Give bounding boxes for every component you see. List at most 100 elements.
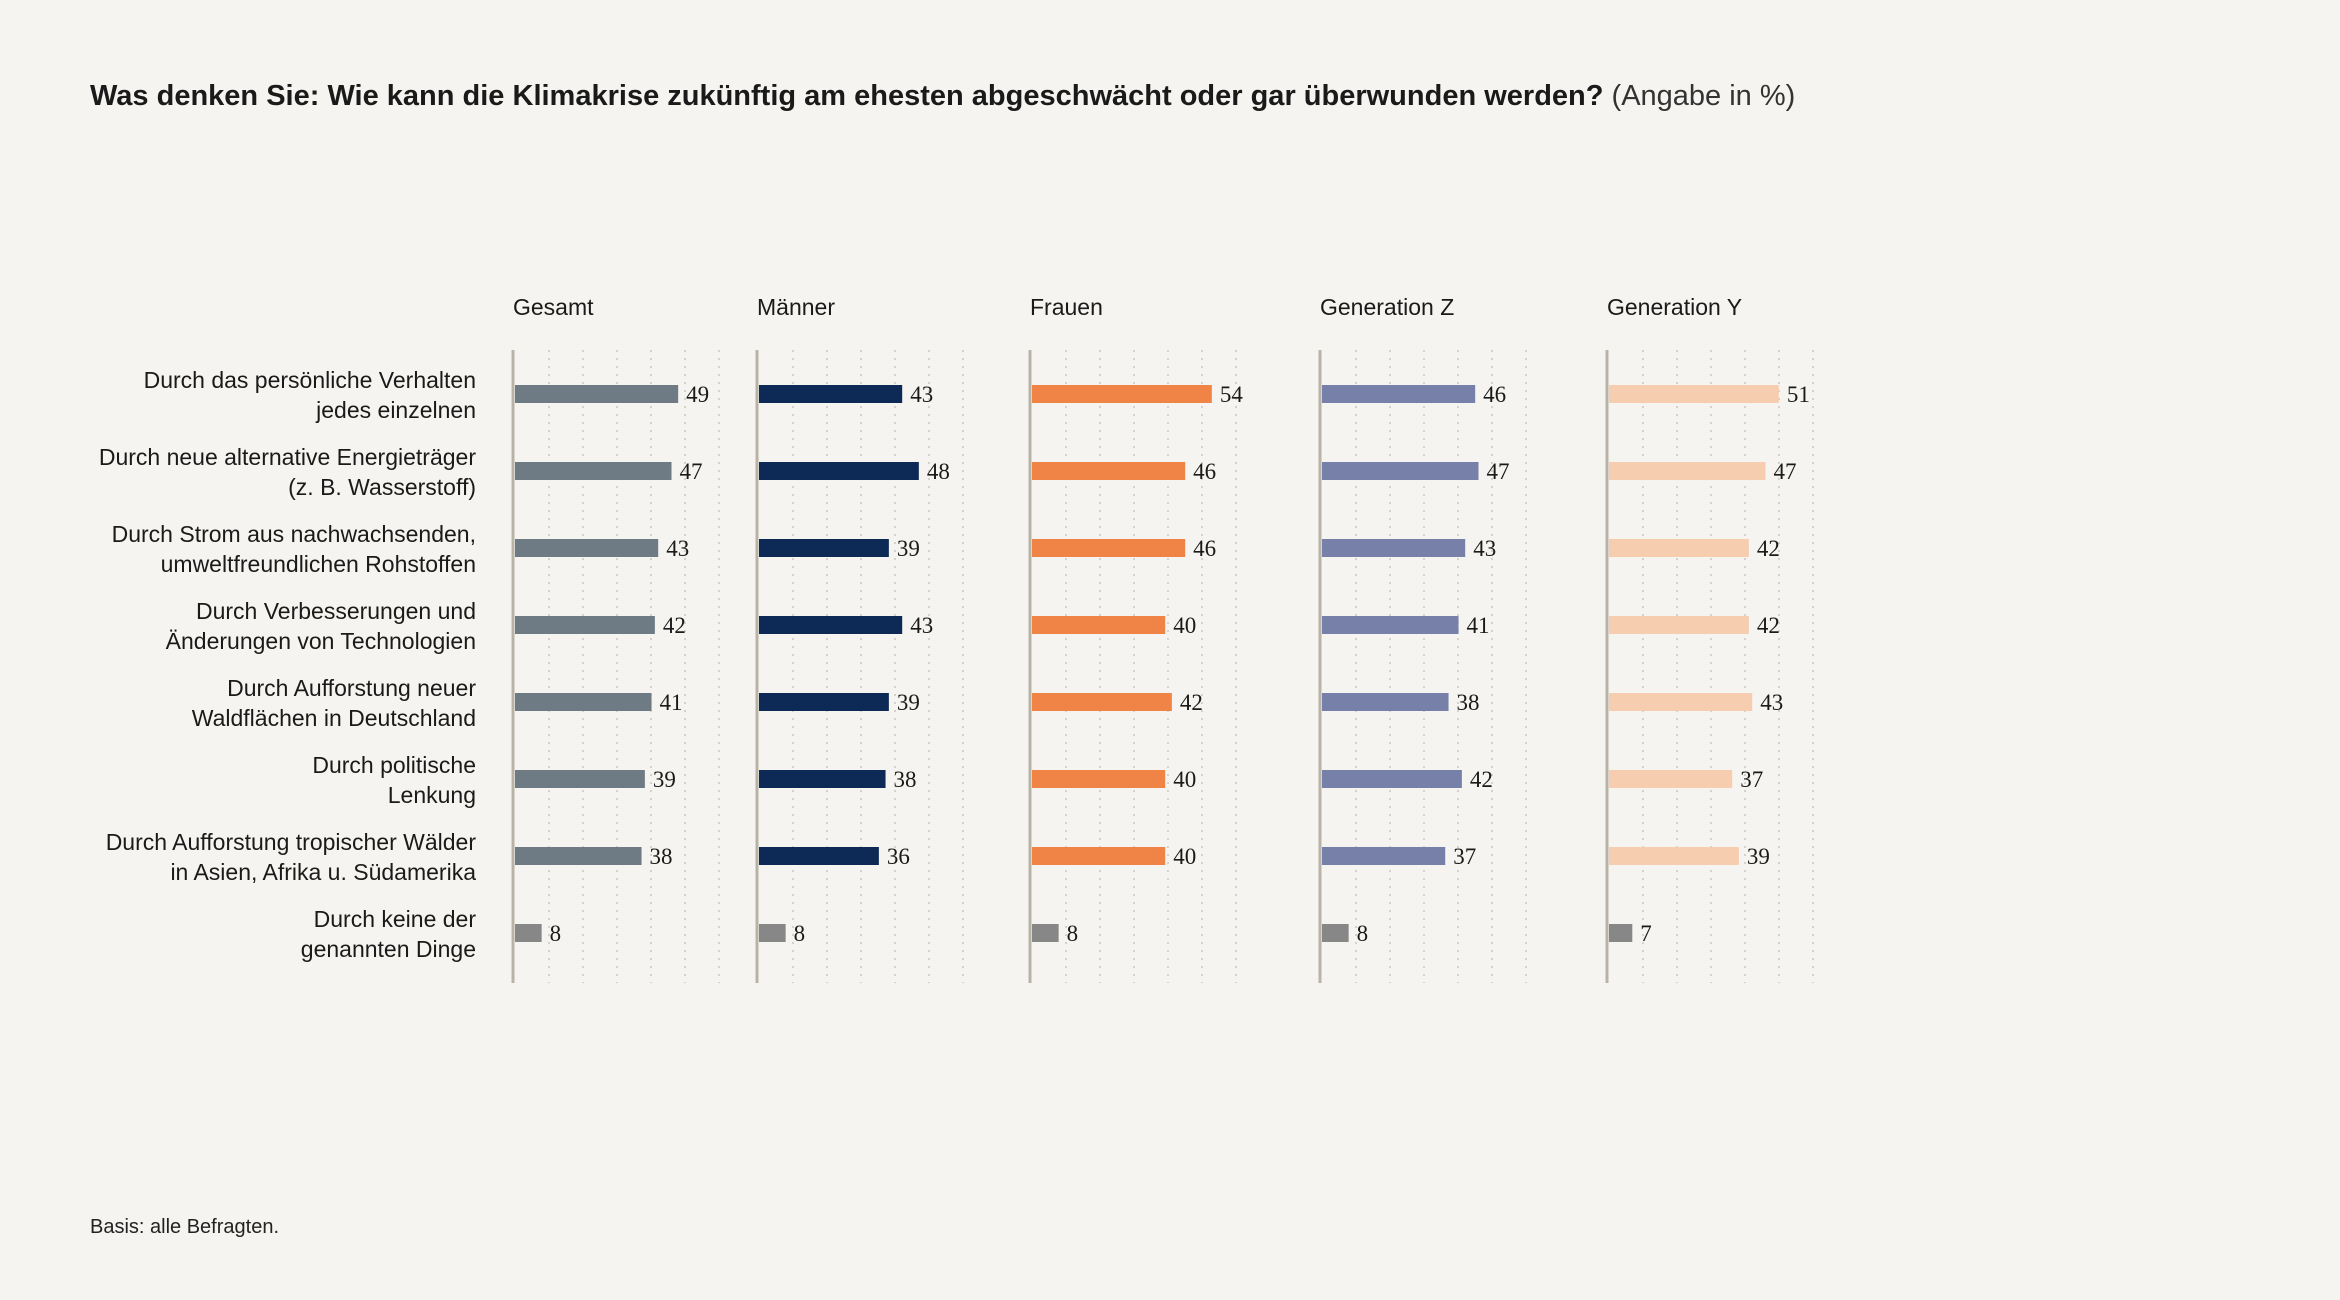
panel-gesamt: Gesamt 49 47 43 42 41 39 38 8 (511, 294, 720, 983)
category-label-line: Waldflächen in Deutschland (192, 705, 476, 731)
value-label: 46 (1193, 459, 1216, 484)
category-label-line: Durch Aufforstung neuer (227, 675, 476, 701)
category-label: Durch neue alternative Energieträger (z. … (99, 444, 477, 500)
bar (1322, 924, 1349, 942)
value-label: 37 (1453, 844, 1476, 869)
value-label: 40 (1173, 844, 1196, 869)
bar (515, 693, 652, 711)
value-label: 39 (1747, 844, 1770, 869)
bar (1609, 924, 1633, 942)
category-label-line: Lenkung (388, 782, 476, 808)
value-label: 40 (1173, 613, 1196, 638)
bar (515, 462, 672, 480)
value-label: 38 (894, 767, 917, 792)
panel-männer: Männer 43 48 39 43 39 38 36 8 (755, 294, 964, 983)
value-label: 42 (1180, 690, 1203, 715)
category-label-line: Durch politische (312, 752, 476, 778)
series-label: Generation Y (1607, 294, 1742, 320)
title-question: Was denken Sie: Wie kann die Klimakrise … (90, 80, 1604, 112)
value-label: 42 (1757, 613, 1780, 638)
category-label-line: umweltfreundlichen Rohstoffen (161, 551, 476, 577)
value-label: 47 (1774, 459, 1797, 484)
bar (1032, 462, 1186, 480)
value-label: 8 (1357, 921, 1369, 946)
bar (515, 539, 659, 557)
bar (515, 385, 679, 403)
value-label: 43 (910, 613, 933, 638)
bar (759, 847, 879, 865)
bar (1609, 462, 1766, 480)
bar (1032, 847, 1166, 865)
value-label: 7 (1640, 921, 1652, 946)
bar (1032, 924, 1059, 942)
bar (1609, 847, 1739, 865)
value-label: 49 (686, 382, 709, 407)
bar (1322, 385, 1476, 403)
bar (1609, 539, 1749, 557)
category-label-line: Durch das persönliche Verhalten (144, 367, 476, 393)
bar (1322, 462, 1479, 480)
category-label-line: (z. B. Wasserstoff) (288, 474, 476, 500)
bar (1322, 616, 1459, 634)
value-label: 39 (653, 767, 676, 792)
bar (1609, 770, 1733, 788)
series-label: Frauen (1030, 294, 1103, 320)
value-label: 40 (1173, 767, 1196, 792)
category-label: Durch Aufforstung tropischer Wälder in As… (106, 829, 477, 885)
bar (1032, 616, 1166, 634)
category-label: Durch Verbesserungen und Änderungen von T… (166, 598, 476, 654)
bar (515, 847, 642, 865)
value-label: 46 (1193, 536, 1216, 561)
bar (515, 616, 655, 634)
bar (1032, 693, 1172, 711)
category-label-line: Durch Verbesserungen und (196, 598, 476, 624)
category-label-line: Durch neue alternative Energieträger (99, 444, 477, 470)
panel-generation-z: Generation Z 46 47 43 41 38 42 37 8 (1318, 294, 1527, 983)
value-label: 39 (897, 536, 920, 561)
bar (1322, 693, 1449, 711)
series-label: Männer (757, 294, 835, 320)
chart-title: Was denken Sie: Wie kann die Klimakrise … (90, 80, 1795, 113)
bar (1032, 770, 1166, 788)
bar (1032, 385, 1212, 403)
value-label: 38 (1457, 690, 1480, 715)
value-label: 41 (660, 690, 683, 715)
value-label: 48 (927, 459, 950, 484)
category-label: Durch Aufforstung neuer Waldflächen in De… (192, 675, 477, 731)
bar (1322, 539, 1466, 557)
bar (759, 385, 903, 403)
category-label: Durch politische Lenkung (312, 752, 476, 808)
title-unit: (Angabe in %) (1611, 80, 1796, 112)
value-label: 36 (887, 844, 910, 869)
bar (515, 770, 645, 788)
value-label: 38 (650, 844, 673, 869)
bar (759, 693, 889, 711)
bar (759, 462, 919, 480)
category-label-line: genannten Dinge (301, 936, 476, 962)
value-label: 41 (1467, 613, 1490, 638)
bar (1609, 616, 1749, 634)
bar (1032, 539, 1186, 557)
category-label-line: Durch Strom aus nachwachsenden, (112, 521, 476, 547)
value-label: 42 (1757, 536, 1780, 561)
value-label: 51 (1787, 382, 1810, 407)
value-label: 43 (910, 382, 933, 407)
bar (759, 924, 786, 942)
value-label: 43 (1473, 536, 1496, 561)
bar (759, 616, 903, 634)
category-label: Durch Strom aus nachwachsenden, umweltfre… (112, 521, 476, 577)
panel-generation-y: Generation Y 51 47 42 42 43 37 39 7 (1605, 294, 1814, 983)
value-label: 8 (1067, 921, 1079, 946)
value-label: 37 (1740, 767, 1763, 792)
value-label: 46 (1483, 382, 1506, 407)
category-label-line: Durch Aufforstung tropischer Wälder (106, 829, 477, 855)
value-label: 47 (1487, 459, 1510, 484)
category-label: Durch das persönliche Verhalten jedes ein… (144, 367, 476, 423)
series-label: Gesamt (513, 294, 594, 320)
category-label-line: Änderungen von Technologien (166, 628, 476, 654)
value-label: 39 (897, 690, 920, 715)
footnote: Basis: alle Befragten. (90, 1216, 279, 1238)
value-label: 8 (794, 921, 806, 946)
value-label: 8 (550, 921, 562, 946)
